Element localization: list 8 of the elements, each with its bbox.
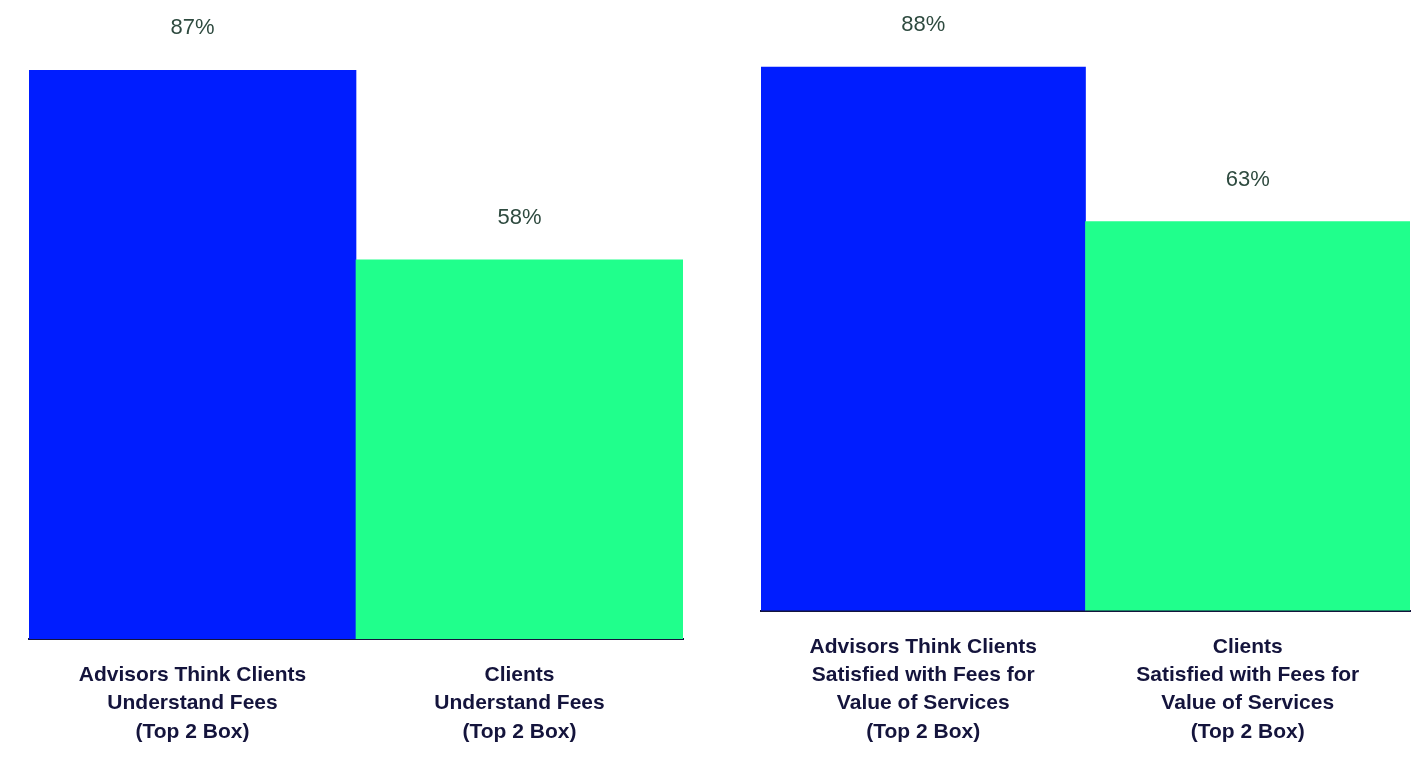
data-label: 88% bbox=[901, 11, 946, 37]
data-label: 58% bbox=[497, 203, 542, 229]
x-tick-label: Clients Understand Fees (Top 2 Box) bbox=[434, 661, 605, 742]
x-tick-label: Advisors Think Clients Satisfied with Fees for Value of Services (Top 2 Box) bbox=[809, 633, 1038, 742]
data-label: 87% bbox=[170, 14, 215, 40]
x-tick-label: Clients Satisfied with Fees for Value of Services (Top 2 Box) bbox=[1136, 633, 1360, 742]
x-tick-label: Advisors Think Clients Understand Fees (Top 2 Box) bbox=[78, 661, 307, 742]
data-label: 63% bbox=[1225, 165, 1270, 191]
